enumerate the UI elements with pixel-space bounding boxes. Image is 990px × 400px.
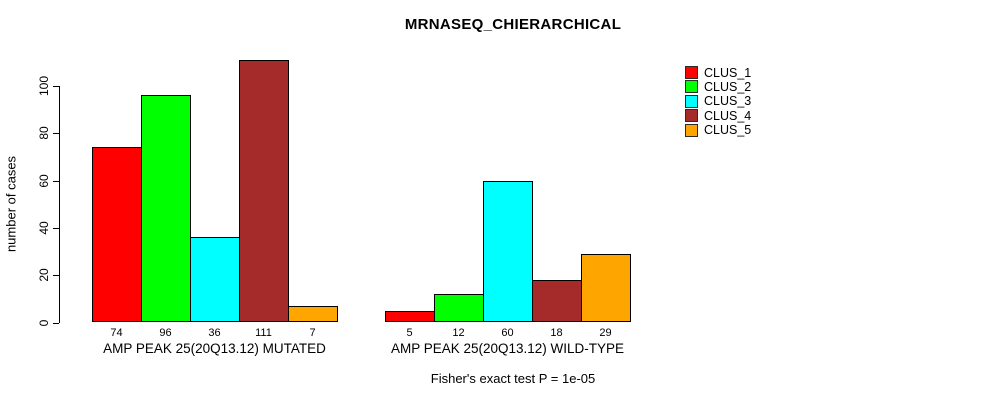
y-tick [53, 227, 59, 229]
bar-clus-4-group2 [532, 279, 582, 323]
legend-swatch-icon [685, 109, 698, 123]
legend-label: CLUS_2 [704, 79, 752, 94]
bar-clus-2-group1 [141, 95, 191, 323]
y-tick [53, 180, 59, 182]
y-axis-label: number of cases [3, 155, 19, 253]
annotation-text: Fisher's exact test P = 1e-05 [430, 371, 596, 386]
legend-swatch-icon [685, 123, 698, 137]
bar-clus-1-group1 [92, 147, 142, 323]
legend-label: CLUS_3 [704, 94, 752, 109]
group-label: AMP PEAK 25(20Q13.12) WILD-TYPE [390, 341, 625, 356]
legend-label: CLUS_1 [704, 65, 752, 80]
legend-swatch-icon [685, 94, 698, 108]
bar-clus-5-group2 [581, 253, 631, 323]
bar-value-label: 96 [159, 327, 172, 339]
y-tick-label: 40 [37, 221, 51, 235]
bar-value-label: 5 [406, 327, 413, 339]
bar-clus-5-group1 [288, 305, 338, 323]
bar-clus-3-group2 [483, 180, 533, 323]
y-tick [53, 275, 59, 277]
legend-label: CLUS_4 [704, 108, 752, 123]
y-tick [53, 322, 59, 324]
y-tick [53, 86, 59, 87]
y-tick-label: 100 [37, 75, 51, 97]
legend-label: CLUS_5 [704, 123, 752, 138]
legend-swatch-icon [685, 66, 698, 79]
bar-clus-4-group1 [239, 59, 289, 323]
bar-value-label: 7 [309, 327, 316, 339]
bar-value-label: 74 [110, 327, 123, 339]
legend-row: CLUS_1 [685, 65, 752, 80]
legend-swatch-icon [685, 80, 698, 94]
y-tick-label: 60 [37, 173, 51, 188]
bar-clus-1-group2 [385, 310, 435, 323]
chart-title: MRNASEQ_CHIERARCHICAL [404, 16, 622, 33]
bar-value-label: 60 [501, 327, 514, 339]
legend-row: CLUS_5 [685, 123, 752, 138]
group-label: AMP PEAK 25(20Q13.12) MUTATED [103, 341, 326, 356]
bar-value-label: 36 [208, 327, 221, 339]
bar-clus-2-group2 [434, 294, 484, 323]
y-tick-label: 80 [37, 126, 51, 140]
bar-clus-3-group1 [190, 237, 240, 323]
bar-value-label: 12 [452, 327, 465, 339]
legend-row: CLUS_3 [685, 94, 752, 109]
y-tick [53, 133, 59, 135]
legend-row: CLUS_2 [685, 79, 752, 94]
legend-row: CLUS_4 [685, 108, 752, 123]
y-axis-line [59, 86, 60, 323]
bar-value-label: 111 [255, 327, 272, 339]
y-tick-label: 20 [37, 268, 51, 282]
bar-value-label: 29 [599, 327, 612, 339]
bar-value-label: 18 [550, 327, 563, 339]
y-tick-label: 0 [37, 319, 51, 326]
